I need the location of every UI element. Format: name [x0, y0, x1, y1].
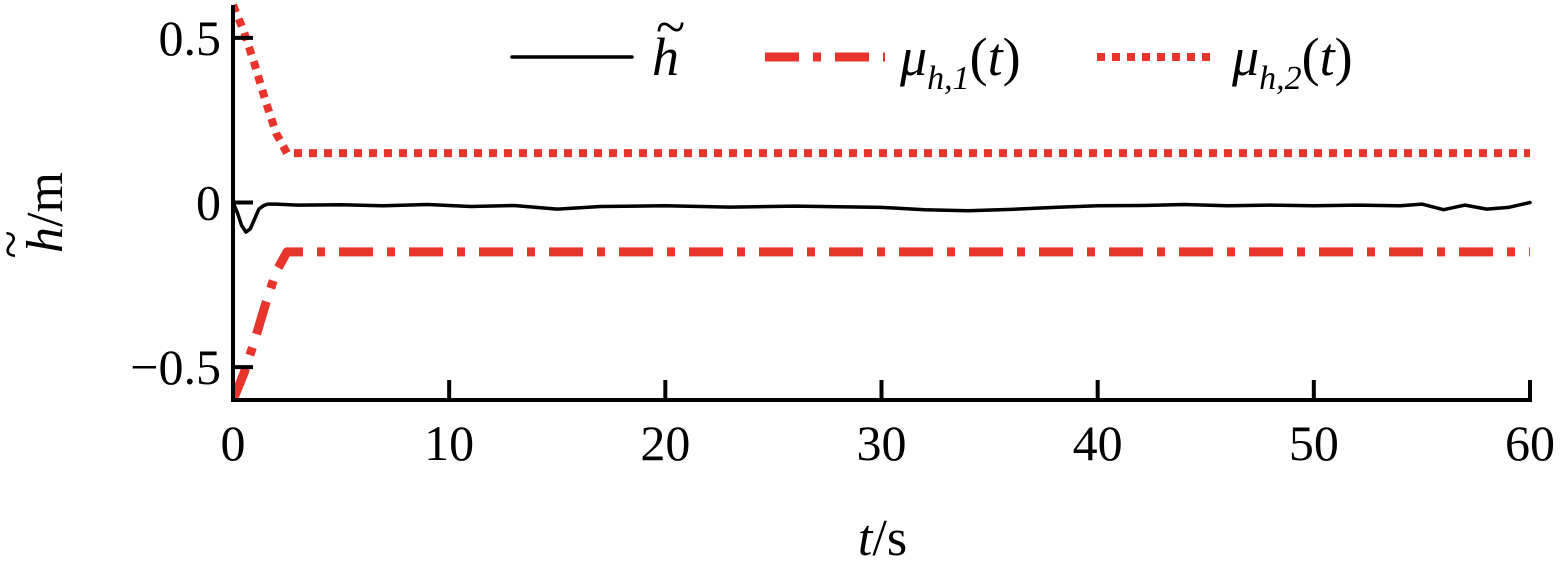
x-tick-label: 0 [221, 415, 246, 471]
legend-label-2: μh,1(t) [899, 27, 1021, 97]
legend-subscript: h,2 [1259, 60, 1302, 97]
legend-accent: ~ [656, 0, 685, 57]
legend-paren-close: ) [1335, 27, 1353, 87]
x-tick-label: 30 [857, 415, 907, 471]
legend-argument: t [1320, 27, 1337, 87]
ticks-layer: 0 10 20 30 40 50 60−0.500.5 [130, 10, 1555, 471]
x-tick-label: 40 [1073, 415, 1123, 471]
series-line-3 [233, 3, 1530, 158]
y-tick-label: 0.5 [159, 10, 222, 66]
legend-symbol: h [652, 27, 679, 87]
legend-symbol: μ [1231, 27, 1259, 87]
legend-paren-open: ( [970, 27, 988, 87]
y-axis-label: h/m [17, 172, 74, 253]
x-axis-label: t/s [858, 510, 907, 561]
legend-symbol: μ [899, 27, 927, 87]
y-tick-label: −0.5 [130, 339, 221, 395]
series-line-2 [233, 247, 1530, 402]
legend-label-3: μh,2(t) [1231, 27, 1353, 97]
x-axis-unit: /s [872, 510, 907, 561]
legend: h~ μh,1(t) μh,2(t) [510, 0, 1353, 97]
y-tick-label: 0 [196, 175, 221, 231]
axis-labels: t/sh/m~ [0, 172, 907, 561]
x-tick-label: 10 [424, 415, 474, 471]
series-line-1 [233, 200, 1532, 234]
x-tick-label: 20 [640, 415, 690, 471]
legend-label-1: h [652, 27, 679, 87]
legend-paren-close: ) [1003, 27, 1021, 87]
series-layer [233, 3, 1532, 402]
y-axis-variable: h [17, 227, 74, 253]
x-tick-label: 60 [1505, 415, 1555, 471]
legend-paren-open: ( [1302, 27, 1320, 87]
legend-subscript: h,1 [927, 60, 970, 97]
legend-argument: t [988, 27, 1005, 87]
y-axis-unit: /m [17, 172, 74, 227]
x-axis-variable: t [858, 510, 874, 561]
y-axis-accent: ~ [0, 230, 40, 258]
x-tick-label: 50 [1289, 415, 1339, 471]
y-axis-label-group: h/m~ [0, 172, 74, 258]
